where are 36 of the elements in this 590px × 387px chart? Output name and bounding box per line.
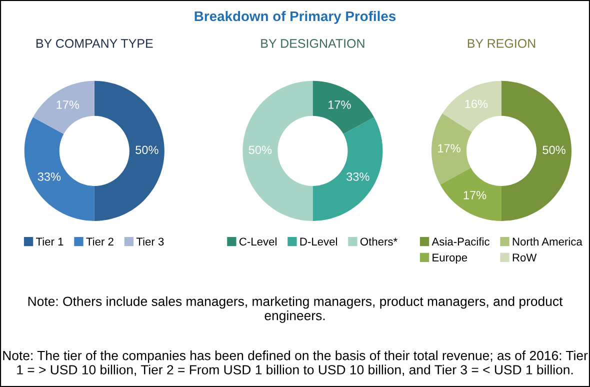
- donut-slice: [33, 80, 94, 134]
- legend-label: Europe: [432, 254, 468, 264]
- donut-slice: [431, 113, 472, 185]
- legend-label: Asia-Pacific: [432, 237, 490, 246]
- data-label: 50%: [136, 146, 158, 154]
- data-label: 17%: [438, 144, 460, 152]
- legend-label: North America: [512, 237, 582, 246]
- donut-slice: [440, 168, 502, 221]
- data-label: 33%: [346, 172, 370, 181]
- data-label: 17%: [464, 191, 486, 200]
- donut-slice: [94, 80, 164, 221]
- data-label: 50%: [542, 146, 566, 154]
- donut-slice: [312, 80, 374, 134]
- text: Note: Others include sales managers, marketing managers, product managers, and product engineers.: [28, 296, 563, 323]
- donut-slice: [242, 80, 313, 221]
- donut-slice: [24, 117, 94, 221]
- legend-label: C-Level: [239, 237, 276, 246]
- data-label: 17%: [56, 100, 80, 109]
- legend-label: Others*: [360, 237, 398, 246]
- data-label: 17%: [328, 100, 351, 109]
- data-label: 50%: [248, 146, 272, 154]
- donut-slice: [312, 117, 383, 221]
- donut-slice: [502, 80, 572, 221]
- chart-title: BY DESIGNATION: [261, 39, 364, 48]
- legend-label: Tier 1: [36, 237, 64, 246]
- legend-label: D-Level: [300, 237, 337, 246]
- data-label: 16%: [465, 100, 488, 108]
- data-label: 33%: [38, 172, 61, 181]
- legend-label: Tier 2: [86, 237, 114, 246]
- legend-label: RoW: [512, 254, 537, 262]
- chart-title: BY REGION: [468, 39, 536, 48]
- donut-slice: [442, 80, 502, 132]
- text: Breakdown of Primary Profiles: [194, 10, 396, 24]
- chart-title: BY COMPANY TYPE: [36, 39, 153, 48]
- legend-label: Tier 3: [136, 237, 164, 246]
- text: Note: The tier of the companies has been defined on the basis of their total revenue; as of 2016: Tier 1 = > USD 10 billion, Tier 2 = From USD 1 billion to USD 10 billion, and Tier 3 = < USD 1 billion.: [3, 350, 588, 376]
